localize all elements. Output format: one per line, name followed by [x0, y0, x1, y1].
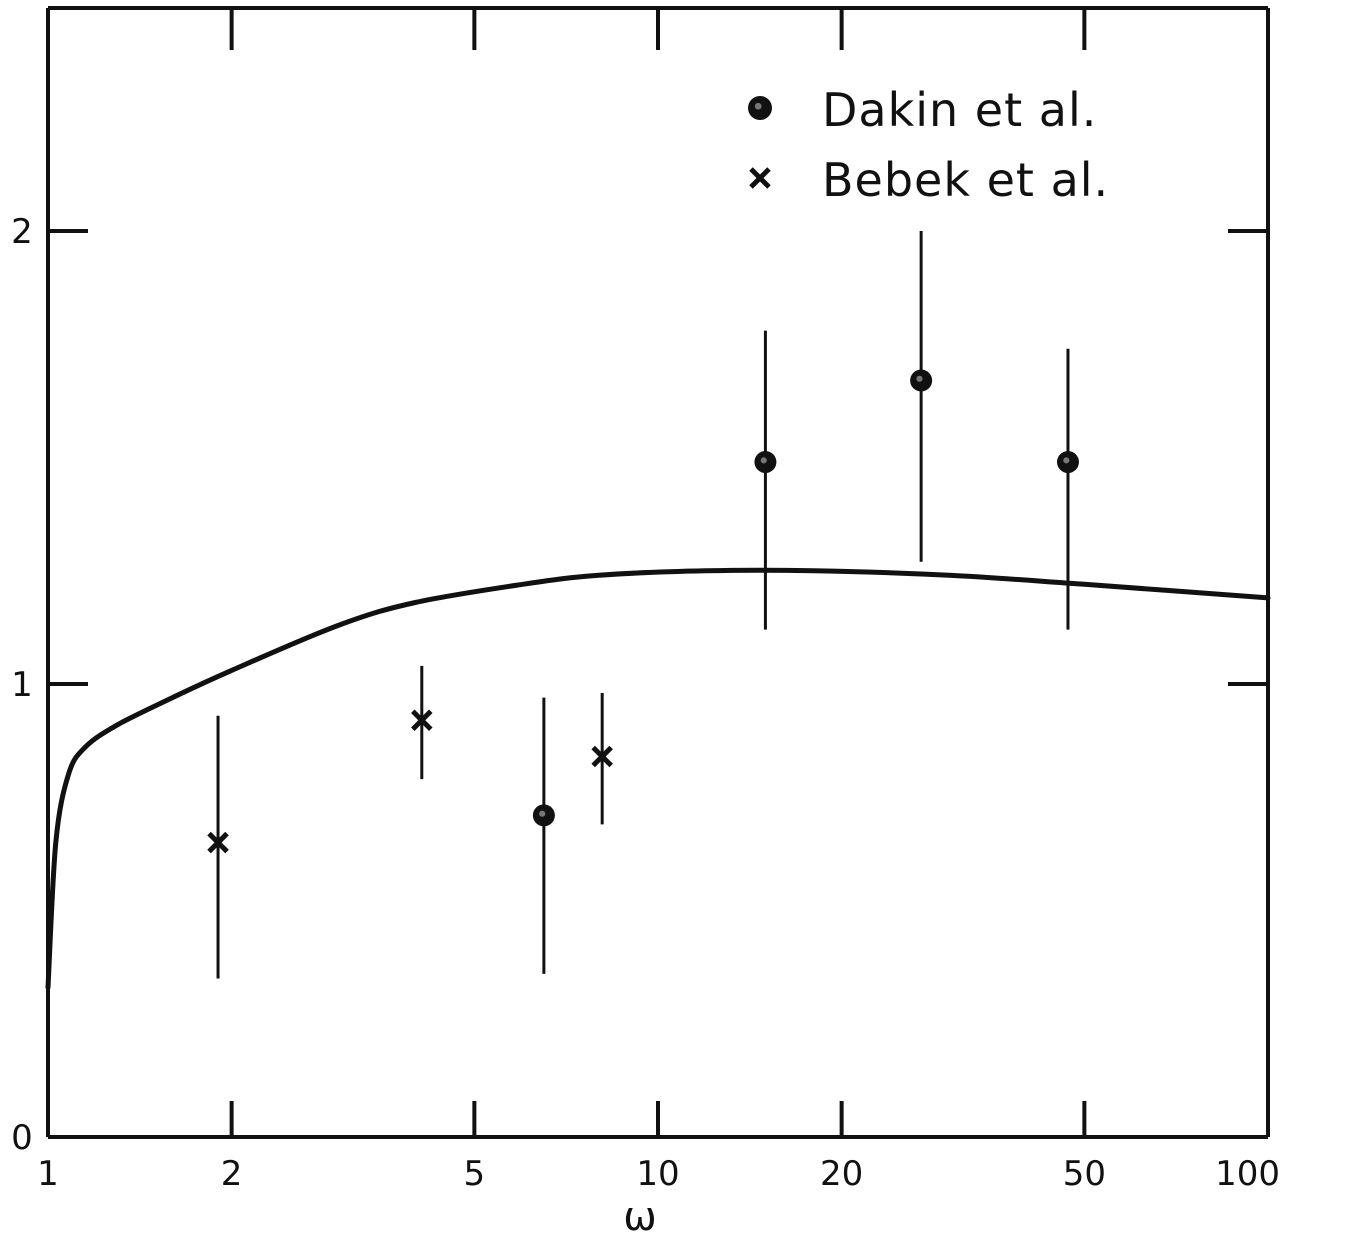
x-tick-label: 50: [1063, 1154, 1106, 1194]
y-axis-ticks: 0 1 2: [11, 212, 1268, 1158]
y-tick-label: 1: [11, 665, 33, 705]
data-point-circle-highlight: [760, 457, 767, 464]
cross-stroke: [749, 167, 771, 189]
data-points-layer: [207, 231, 1079, 979]
legend-label: Dakin et al.: [822, 83, 1097, 137]
y-tick-label: 2: [11, 212, 33, 252]
x-tick-label: 10: [636, 1154, 679, 1194]
y-tick-label: 0: [11, 1118, 33, 1158]
theory-curve: [45, 567, 1271, 990]
x-tick-label: 5: [464, 1154, 486, 1194]
data-point-cross: [207, 831, 229, 854]
legend: Dakin et al. Bebek et al.: [748, 83, 1109, 207]
x-tick-label: 20: [820, 1154, 863, 1194]
x-tick-label: 2: [221, 1154, 243, 1194]
legend-label: Bebek et al.: [822, 153, 1109, 207]
data-point-circle-highlight: [1063, 457, 1070, 464]
theory-curve-layer: [45, 567, 1271, 990]
data-point-circle-highlight: [916, 375, 923, 382]
x-tick-label: 100: [1215, 1154, 1280, 1194]
data-point-circle-highlight: [539, 810, 546, 817]
cross-stroke: [591, 745, 613, 768]
data-point-cross: [411, 709, 433, 732]
x-tick-label: 1: [37, 1154, 59, 1194]
x-axis-ticks: 1 2 5 10 20 50 100: [37, 8, 1280, 1194]
cross-stroke: [207, 831, 229, 854]
legend-marker-circle-highlight: [754, 102, 762, 110]
legend-marker-cross: [749, 167, 771, 189]
data-point-cross: [591, 745, 613, 768]
x-axis-title: ω: [623, 1194, 657, 1237]
cross-stroke: [411, 709, 433, 732]
